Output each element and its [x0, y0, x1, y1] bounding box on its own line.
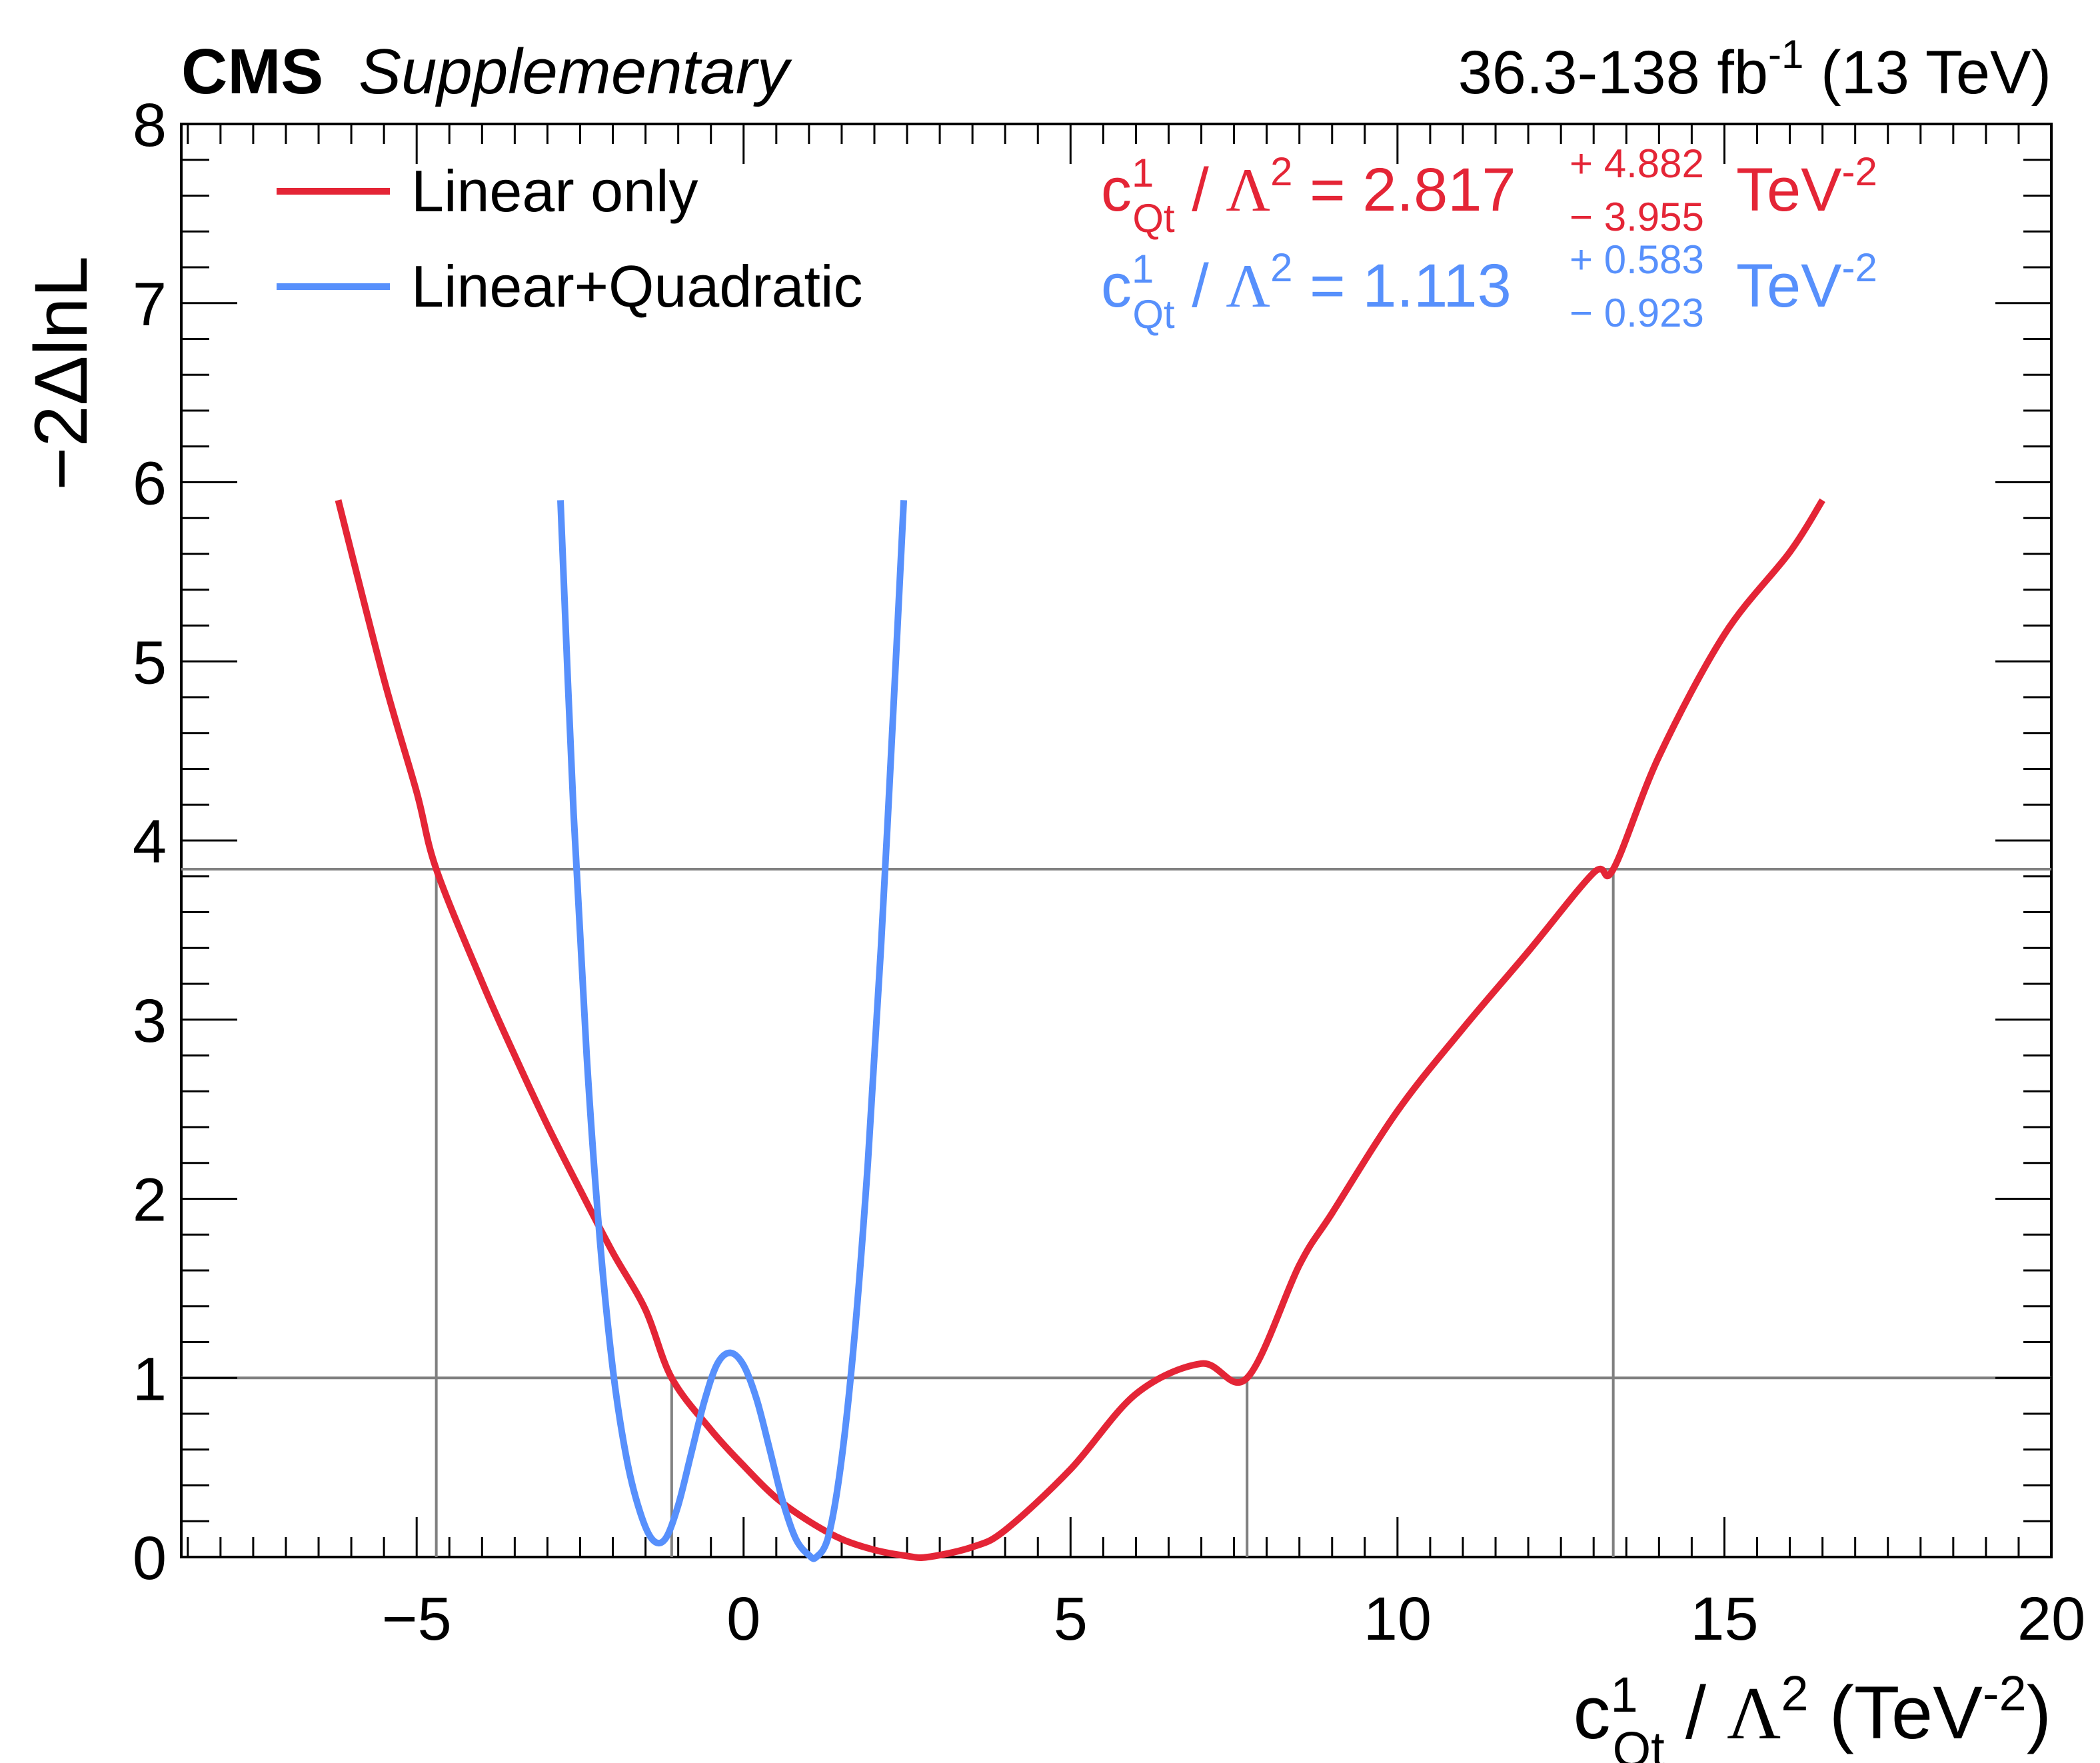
- result-linear-c-sup: 1: [1132, 151, 1154, 195]
- result-lq-c-sup: 1: [1132, 247, 1154, 291]
- x-label-c: c: [1573, 1671, 1610, 1754]
- result-linear-slash: /: [1175, 156, 1226, 224]
- lumi-prefix: 36.3-138 fb: [1458, 39, 1768, 107]
- x-label-unit-sup: -2: [1983, 1666, 2027, 1721]
- x-tick-label: 20: [2017, 1585, 2085, 1653]
- result-lq-value: 1.113: [1362, 252, 1511, 320]
- x-tick-label: 5: [1054, 1585, 1088, 1653]
- status-label: Supplementary: [359, 36, 792, 107]
- y-tick-labels: 0 1 2 3 4 5 6 7 8: [133, 91, 167, 1592]
- result-lq-c-sub: Qt: [1132, 292, 1175, 337]
- curves: [335, 498, 1825, 1562]
- result-lq-unit: TeV-2: [1736, 245, 1877, 320]
- result-lq-text: c1 Qt / Λ2 = 1.113: [1101, 245, 1512, 337]
- y-axis-label: −2ΔlnL: [19, 256, 103, 491]
- result-linear-unit-text: TeV: [1736, 156, 1842, 224]
- x-label-unit-open: (TeV: [1808, 1671, 1983, 1754]
- y-tick-label: 8: [133, 91, 167, 159]
- curve-linear-quadratic: [557, 500, 908, 1562]
- result-linear-text: c1 Qt / Λ2 = 2.817: [1101, 149, 1516, 241]
- result-lq-unit-sup: -2: [1842, 245, 1877, 290]
- lumi-exponent: -1: [1768, 32, 1803, 77]
- lumi-label: 36.3-138 fb-1 (13 TeV): [1458, 32, 2051, 107]
- y-tick-label: 5: [133, 629, 167, 697]
- result-linear-unit: TeV-2: [1736, 149, 1877, 224]
- result-linear-err-up: + 4.882: [1570, 141, 1704, 186]
- result-linear-unit-sup: -2: [1842, 149, 1877, 194]
- x-label-slash: /: [1665, 1671, 1727, 1754]
- result-lq-err-up: + 0.583: [1570, 237, 1704, 282]
- x-tick-label: −5: [382, 1585, 452, 1653]
- result-lq-err-down: − 0.923: [1570, 291, 1704, 335]
- x-label-unit-close: ): [2027, 1671, 2051, 1754]
- lumi-suffix: (13 TeV): [1803, 39, 2051, 107]
- result-linear-lambda-sup: 2: [1270, 149, 1292, 194]
- result-linear-equals: =: [1293, 156, 1363, 224]
- legend: Linear only Linear+Quadratic: [277, 158, 863, 319]
- result-linear-quadratic: c1 Qt / Λ2 = 1.113 + 0.583 − 0.923 TeV-2: [1101, 237, 1877, 337]
- result-lq-lambda-sup: 2: [1270, 245, 1292, 290]
- experiment-label: CMS: [181, 36, 323, 107]
- y-tick-label: 4: [133, 808, 167, 876]
- result-linear-c: c: [1101, 156, 1132, 224]
- y-tick-label: 6: [133, 450, 167, 518]
- result-linear: c1 Qt / Λ2 = 2.817 + 4.882 − 3.955 TeV-2: [1101, 141, 1877, 241]
- y-tick-label: 1: [133, 1345, 167, 1413]
- x-label-lambda: Λ: [1727, 1672, 1781, 1755]
- result-lq-c: c: [1101, 252, 1132, 320]
- result-linear-value: 2.817: [1362, 156, 1516, 224]
- curve-linear-only: [335, 498, 1825, 1561]
- reference-lines: [181, 868, 2051, 1557]
- legend-label-linear-quadratic: Linear+Quadratic: [411, 253, 863, 319]
- x-tick-label: 0: [726, 1585, 760, 1653]
- y-tick-label: 0: [133, 1524, 167, 1592]
- result-lq-slash: /: [1175, 252, 1226, 320]
- x-label-lambda-sup: 2: [1781, 1666, 1808, 1721]
- result-lq-lambda: Λ: [1226, 252, 1270, 320]
- y-tick-label: 7: [133, 271, 167, 339]
- result-lq-unit-text: TeV: [1736, 252, 1842, 320]
- y-tick-label: 2: [133, 1166, 167, 1234]
- result-linear-err-down: − 3.955: [1570, 195, 1704, 239]
- legend-label-linear: Linear only: [411, 158, 698, 224]
- x-tick-label: 10: [1364, 1585, 1432, 1653]
- x-axis-label: c1 Qt / Λ2 (TeV-2): [1573, 1666, 2051, 1763]
- x-label-c-sub: Qt: [1613, 1722, 1665, 1763]
- result-lq-equals: =: [1293, 252, 1363, 320]
- x-label-c-sup: 1: [1610, 1667, 1637, 1722]
- x-tick-labels: −5 0 5 10 15 20: [382, 1585, 2085, 1653]
- x-tick-label: 15: [1690, 1585, 1758, 1653]
- axis-ticks: [181, 123, 2053, 1558]
- y-tick-label: 3: [133, 987, 167, 1055]
- result-linear-c-sub: Qt: [1132, 196, 1175, 241]
- result-linear-lambda: Λ: [1226, 156, 1270, 224]
